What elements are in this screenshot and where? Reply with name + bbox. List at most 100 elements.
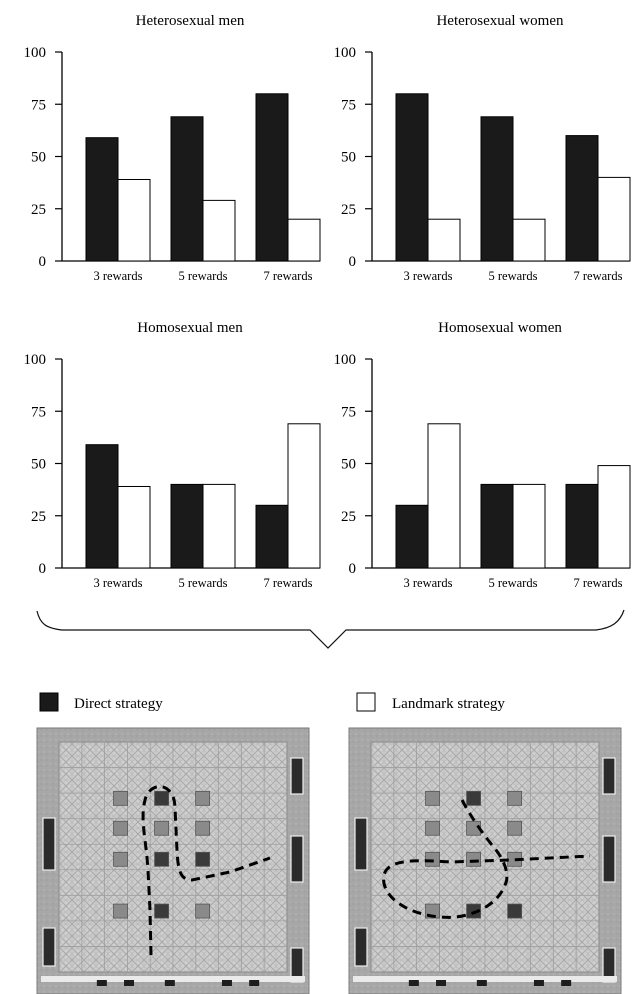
- reward-box: [466, 790, 482, 806]
- x-category-label: 5 rewards: [489, 269, 538, 283]
- x-category-label: 5 rewards: [489, 576, 538, 590]
- reward-box: [195, 790, 211, 806]
- wall-landmark: [42, 817, 56, 871]
- x-category-label: 7 rewards: [264, 576, 313, 590]
- reward-box: [507, 790, 523, 806]
- y-tick-label: 50: [31, 150, 46, 166]
- wall-landmark: [42, 927, 56, 967]
- y-tick-label: 100: [24, 45, 47, 61]
- legend-swatch-landmark: [356, 692, 376, 712]
- chart-title: Homosexual women: [438, 320, 562, 336]
- floor-object: [476, 980, 487, 986]
- y-tick-label: 25: [31, 509, 46, 525]
- floor-object: [408, 980, 419, 986]
- bar-landmark-2: [512, 218, 546, 262]
- reward-box: [425, 820, 440, 836]
- bar-direct-2: [170, 483, 204, 569]
- dashed-path-icon: [141, 785, 271, 956]
- floor-object: [249, 980, 260, 986]
- bar-direct-2: [170, 116, 204, 262]
- legend-label-landmark: Landmark strategy: [392, 696, 505, 712]
- arena-direct: [36, 727, 310, 994]
- x-category-label: 7 rewards: [574, 576, 623, 590]
- bar-landmark-3: [287, 423, 321, 569]
- y-tick-label: 100: [334, 352, 357, 368]
- x-category-label: 5 rewards: [179, 576, 228, 590]
- bar-landmark-1: [427, 423, 461, 569]
- chart-title: Homosexual men: [137, 320, 243, 336]
- floor-object: [533, 980, 544, 986]
- x-category-label: 7 rewards: [264, 269, 313, 283]
- reward-box: [113, 851, 128, 867]
- bar-direct-2: [480, 116, 514, 262]
- reward-box: [466, 851, 482, 867]
- bar-direct-1: [395, 93, 429, 262]
- y-tick-label: 50: [341, 457, 356, 473]
- floor-object: [124, 980, 135, 986]
- reward-box: [113, 903, 128, 919]
- arena-landmark: [348, 727, 622, 994]
- y-tick-label: 50: [31, 457, 46, 473]
- x-category-label: 3 rewards: [404, 576, 453, 590]
- chart-4: Homosexual women 0 25 50 75 100 3 rewards 5 rew…: [334, 320, 631, 590]
- bar-landmark-3: [287, 218, 321, 262]
- bar-landmark-1: [117, 485, 151, 569]
- reward-box: [154, 790, 170, 806]
- wall-landmark: [354, 817, 368, 871]
- arena-images: [36, 727, 622, 994]
- reward-box: [195, 903, 211, 919]
- legend: Direct strategy Landmark strategy: [39, 692, 505, 712]
- reward-box: [507, 903, 523, 919]
- reward-box: [154, 820, 170, 836]
- bar-direct-1: [85, 444, 119, 569]
- y-tick-label: 100: [24, 352, 47, 368]
- dashed-path-icon: [382, 799, 591, 919]
- y-tick-label: 75: [31, 404, 46, 420]
- floor-object: [221, 980, 232, 986]
- y-tick-label: 0: [349, 254, 357, 270]
- y-tick-label: 75: [31, 97, 46, 113]
- bar-landmark-3: [597, 465, 631, 569]
- wall-landmark: [602, 757, 616, 795]
- y-tick-label: 25: [341, 509, 356, 525]
- wall-landmark: [290, 835, 304, 883]
- wall-landmark: [602, 835, 616, 883]
- reward-box: [154, 851, 170, 867]
- reward-box: [113, 820, 128, 836]
- bar-landmark-2: [512, 483, 546, 569]
- y-tick-label: 0: [349, 561, 357, 577]
- reward-box: [154, 903, 170, 919]
- bar-direct-3: [565, 483, 599, 569]
- reward-box: [425, 790, 440, 806]
- floor-object: [436, 980, 447, 986]
- y-tick-label: 100: [334, 45, 357, 61]
- x-category-label: 3 rewards: [94, 269, 143, 283]
- bar-direct-1: [85, 137, 119, 262]
- y-tick-label: 75: [341, 97, 356, 113]
- legend-swatch-direct: [39, 692, 59, 712]
- chart-3: Homosexual men 0 25 50 75 100 3 rewards 5 rewar…: [24, 320, 321, 590]
- y-tick-label: 25: [341, 202, 356, 218]
- y-tick-label: 50: [341, 150, 356, 166]
- floor-object: [561, 980, 572, 986]
- bar-landmark-1: [117, 178, 151, 262]
- reward-box: [195, 851, 211, 867]
- x-category-label: 7 rewards: [574, 269, 623, 283]
- bar-direct-3: [255, 504, 289, 569]
- x-category-label: 5 rewards: [179, 269, 228, 283]
- reward-box: [507, 820, 523, 836]
- grouping-brace: [36, 609, 625, 649]
- bar-landmark-2: [202, 483, 236, 569]
- bar-direct-2: [480, 483, 514, 569]
- y-tick-label: 75: [341, 404, 356, 420]
- bar-direct-3: [255, 93, 289, 262]
- wall-landmark: [354, 927, 368, 967]
- reward-box: [466, 903, 482, 919]
- wall-landmark: [290, 757, 304, 795]
- arena-bottom-strip: [353, 976, 617, 982]
- arena-bottom-strip: [41, 976, 305, 982]
- floor-object: [96, 980, 107, 986]
- bar-landmark-3: [597, 176, 631, 262]
- bar-landmark-2: [202, 199, 236, 262]
